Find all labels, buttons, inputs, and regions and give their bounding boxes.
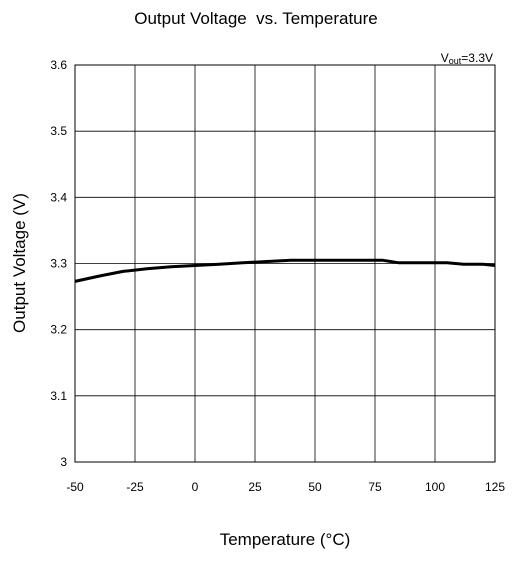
x-tick-label: 25 (248, 480, 262, 494)
x-tick-label: 100 (425, 480, 445, 494)
x-tick-label: -50 (66, 480, 84, 494)
y-axis-label: Output Voltage (V) (10, 193, 29, 333)
x-axis-label: Temperature (°C) (219, 530, 351, 549)
y-tick-label: 3.1 (50, 389, 67, 403)
vout-annotation: Vout=3.3V (441, 51, 493, 66)
series-line (74, 258, 496, 283)
vout-annotation-prefix: V (441, 51, 449, 65)
plot-area-frame (74, 64, 496, 463)
y-tick-label: 3 (60, 455, 67, 469)
series-layer (74, 258, 496, 283)
y-tick-label: 3.3 (50, 257, 67, 271)
x-tick-label: 75 (368, 480, 382, 494)
x-tick-label: 0 (192, 480, 199, 494)
vout-annotation-subscript: out (449, 56, 462, 66)
chart-title: Output Voltage vs. Temperature (134, 9, 378, 28)
y-tick-label: 3.2 (50, 323, 67, 337)
y-tick-label: 3.5 (50, 124, 67, 138)
y-tick-label: 3.6 (50, 58, 67, 72)
axis-tick-labels: -50 -25 0 25 50 75 100 125 3 3.1 3.2 3.3 3.4 3.5 3.6 (50, 58, 505, 494)
x-tick-label: 125 (485, 480, 505, 494)
y-tick-label: 3.4 (50, 190, 67, 204)
x-tick-label: 50 (308, 480, 322, 494)
vout-annotation-suffix: =3.3V (461, 51, 493, 65)
x-tick-label: -25 (126, 480, 144, 494)
